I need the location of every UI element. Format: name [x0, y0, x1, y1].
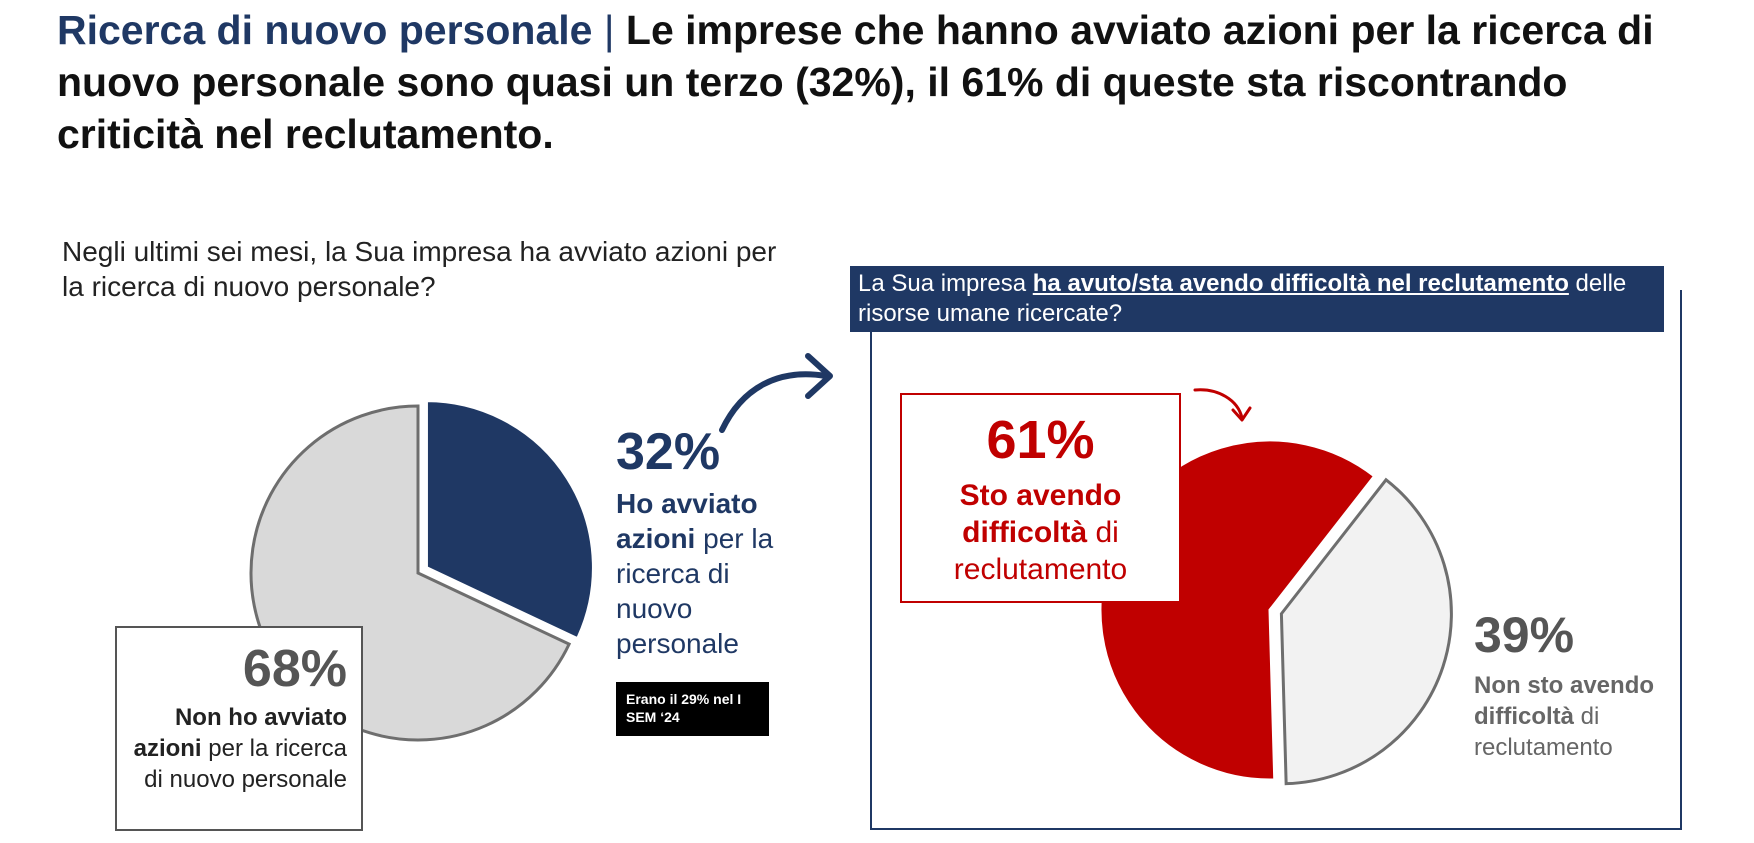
right-question-prefix: La Sua impresa — [858, 270, 1033, 297]
pie-slice-yes — [424, 399, 595, 641]
small-red-arrow-icon — [1193, 388, 1244, 420]
text-no: Non ho avviato azioni per la ricerca di … — [117, 702, 347, 795]
page-title: Ricerca di nuovo personale | Le imprese … — [57, 4, 1697, 160]
pie-slice-no-difficulty — [1279, 477, 1453, 786]
text-no-difficulty-bold: Non sto avendo difficoltà — [1474, 672, 1655, 730]
text-no-bold: Non ho avviato azioni — [133, 704, 347, 762]
title-accent: Ricerca di nuovo personale — [57, 7, 593, 53]
title-separator: | — [603, 7, 615, 53]
label-no-difficulty: 39% Non sto avendo difficoltà di recluta… — [1474, 608, 1694, 763]
right-question-suffix: delle risorse umane ricercate? — [858, 270, 1627, 327]
text-no-difficulty-rest: di reclutamento — [1474, 703, 1613, 761]
label-difficulty: 61% Sto avendo difficoltà di reclutament… — [900, 393, 1181, 603]
value-no: 68% — [242, 640, 347, 698]
right-question-underlined: ha avuto/sta avendo difficoltà nel reclu… — [1032, 270, 1569, 297]
label-yes: 32% Ho avviato azioni per la ricerca di … — [616, 424, 806, 661]
curved-arrow-icon — [719, 371, 829, 433]
right-panel-frame — [870, 290, 1682, 830]
left-question: Negli ultimi sei mesi, la Sua impresa ha… — [62, 236, 777, 302]
value-difficulty: 61% — [986, 410, 1095, 470]
text-difficulty: Sto avendo difficoltà di reclutamento — [902, 477, 1179, 588]
note-badge: Erano il 29% nel I SEM ‘24 — [616, 682, 769, 736]
arrow-head-icon — [805, 353, 833, 399]
text-yes-bold: Ho avviato azioni — [616, 488, 758, 554]
value-yes: 32% — [616, 423, 721, 481]
text-yes: Ho avviato azioni per la ricerca di nuov… — [616, 486, 806, 661]
title-main: Le imprese che hanno avviato azioni per … — [57, 7, 1654, 157]
text-no-rest: per la ricerca di nuovo personale — [144, 735, 347, 793]
text-difficulty-bold: Sto avendo difficoltà — [959, 479, 1122, 549]
value-no-difficulty: 39% — [1474, 607, 1575, 663]
text-yes-rest: per la ricerca di nuovo personale — [616, 523, 774, 659]
small-red-arrow-head-icon — [1231, 406, 1252, 422]
text-no-difficulty: Non sto avendo difficoltà di reclutament… — [1474, 670, 1694, 763]
right-question: La Sua impresa ha avuto/sta avendo diffi… — [850, 266, 1664, 332]
text-difficulty-rest: di reclutamento — [953, 516, 1128, 586]
label-no: 68% Non ho avviato azioni per la ricerca… — [115, 626, 363, 831]
